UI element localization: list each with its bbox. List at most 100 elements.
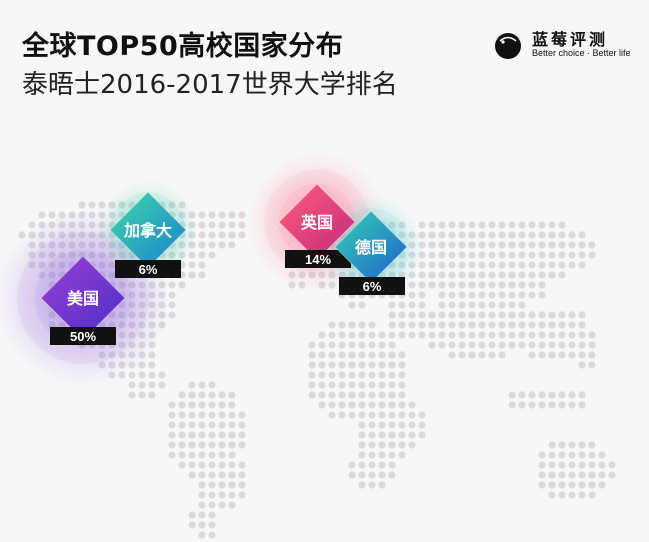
- map-dot: [538, 271, 546, 279]
- map-dot: [478, 301, 486, 309]
- map-dot: [378, 481, 386, 489]
- map-dot: [478, 311, 486, 319]
- map-dot: [548, 311, 556, 319]
- map-dot: [218, 451, 226, 459]
- map-dot: [428, 221, 436, 229]
- map-dot: [578, 441, 586, 449]
- map-dot: [578, 261, 586, 269]
- map-dot: [218, 221, 226, 229]
- map-dot: [488, 241, 496, 249]
- map-dot: [138, 381, 146, 389]
- map-dot: [348, 341, 356, 349]
- map-dot: [418, 321, 426, 329]
- map-dot: [468, 221, 476, 229]
- map-dot: [568, 331, 576, 339]
- country-marker: 美国 50%: [40, 255, 126, 345]
- map-dot: [458, 321, 466, 329]
- map-dot: [218, 461, 226, 469]
- map-dot: [448, 251, 456, 259]
- blueberry-logo-icon: [495, 33, 521, 59]
- map-dot: [528, 261, 536, 269]
- map-dot: [528, 271, 536, 279]
- map-dot: [238, 441, 246, 449]
- map-dot: [138, 371, 146, 379]
- map-dot: [218, 431, 226, 439]
- map-dot: [578, 461, 586, 469]
- map-dot: [188, 421, 196, 429]
- map-dot: [588, 251, 596, 259]
- map-dot: [328, 331, 336, 339]
- map-dot: [528, 391, 536, 399]
- map-dot: [588, 451, 596, 459]
- map-dot: [448, 271, 456, 279]
- map-dot: [198, 261, 206, 269]
- map-dot: [588, 491, 596, 499]
- map-dot: [568, 311, 576, 319]
- map-dot: [368, 471, 376, 479]
- map-dot: [458, 241, 466, 249]
- map-dot: [588, 241, 596, 249]
- map-dot: [358, 331, 366, 339]
- map-dot: [578, 331, 586, 339]
- value-label: 14%: [305, 252, 331, 267]
- map-dot: [398, 391, 406, 399]
- map-dot: [488, 291, 496, 299]
- map-dot: [408, 421, 416, 429]
- map-dot: [538, 241, 546, 249]
- map-dot: [358, 471, 366, 479]
- map-dot: [548, 441, 556, 449]
- map-dot: [518, 301, 526, 309]
- map-dot: [378, 331, 386, 339]
- map-dot: [368, 321, 376, 329]
- map-dot: [178, 391, 186, 399]
- map-dot: [468, 301, 476, 309]
- map-dot: [378, 341, 386, 349]
- map-dot: [488, 221, 496, 229]
- map-dot: [348, 371, 356, 379]
- country-marker: 英国 14%: [278, 183, 356, 268]
- map-dot: [408, 431, 416, 439]
- map-dot: [518, 321, 526, 329]
- map-dot: [508, 311, 516, 319]
- map-dot: [538, 471, 546, 479]
- map-dot: [418, 431, 426, 439]
- map-dot: [568, 251, 576, 259]
- map-dot: [498, 231, 506, 239]
- map-dot: [468, 291, 476, 299]
- map-dot: [198, 241, 206, 249]
- map-dot: [198, 391, 206, 399]
- map-dot: [338, 411, 346, 419]
- map-dot: [208, 411, 216, 419]
- map-dot: [458, 311, 466, 319]
- map-dot: [318, 341, 326, 349]
- map-dot: [198, 481, 206, 489]
- map-dot: [448, 261, 456, 269]
- map-dot: [598, 481, 606, 489]
- map-dot: [388, 371, 396, 379]
- map-dot: [198, 451, 206, 459]
- map-dot: [238, 421, 246, 429]
- map-dot: [478, 331, 486, 339]
- map-dot: [218, 491, 226, 499]
- map-dot: [528, 281, 536, 289]
- map-dot: [308, 381, 316, 389]
- map-dot: [588, 461, 596, 469]
- map-dot: [388, 381, 396, 389]
- map-dot: [188, 511, 196, 519]
- map-dot: [378, 351, 386, 359]
- map-dot: [328, 411, 336, 419]
- map-dot: [388, 471, 396, 479]
- map-dot: [378, 441, 386, 449]
- map-dot: [468, 261, 476, 269]
- map-dot: [358, 361, 366, 369]
- map-dot: [418, 271, 426, 279]
- map-dot: [438, 301, 446, 309]
- map-dot: [398, 411, 406, 419]
- map-dot: [458, 351, 466, 359]
- map-dot: [228, 421, 236, 429]
- map-dot: [188, 381, 196, 389]
- map-dot: [568, 261, 576, 269]
- map-dot: [188, 401, 196, 409]
- map-dot: [578, 321, 586, 329]
- map-dot: [308, 361, 316, 369]
